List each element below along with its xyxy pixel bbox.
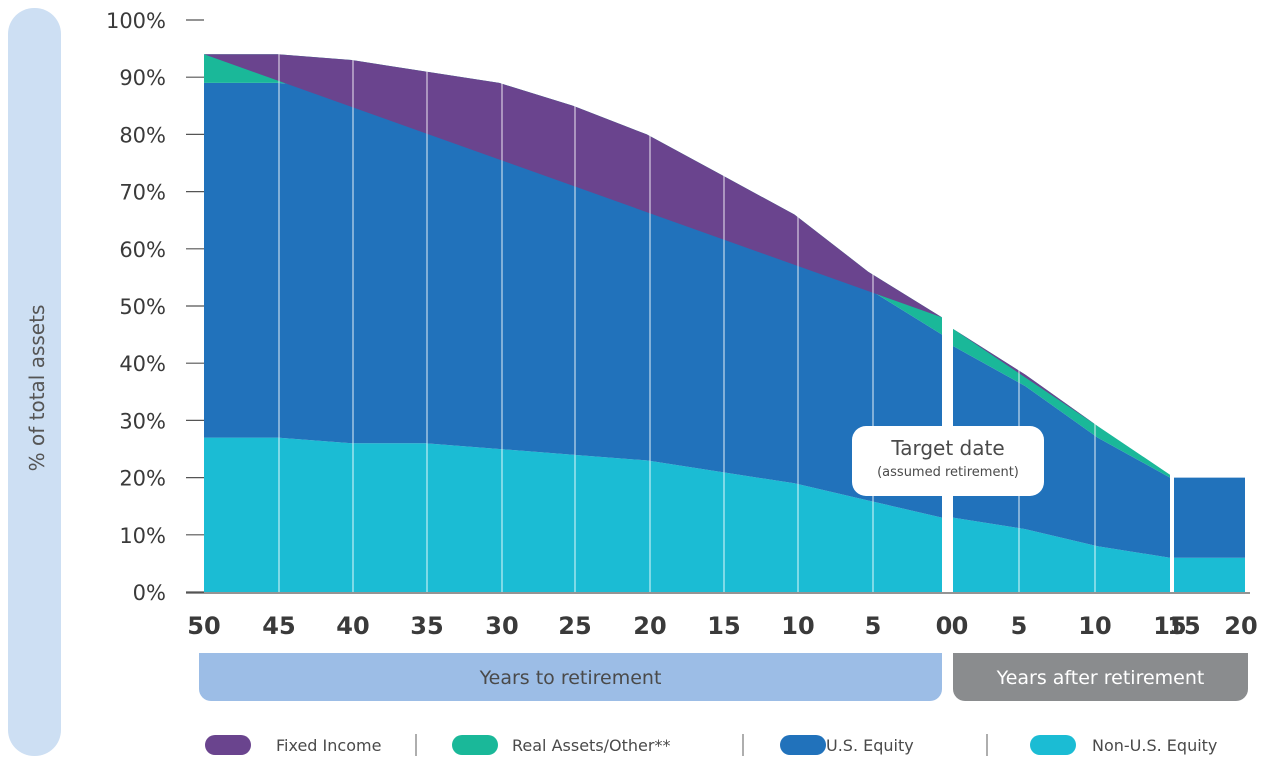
legend-label-fixed-income: Fixed Income (276, 736, 381, 755)
target-date-callout (852, 426, 1044, 496)
y-tick-label-4: 40% (119, 352, 166, 376)
y-tick-label-3: 30% (119, 409, 166, 433)
x-tick-label-seg1-8: 10 (781, 612, 814, 640)
x-tick-label-seg2-2: 10 (1078, 612, 1111, 640)
x-tick-label-seg1-7: 15 (707, 612, 740, 640)
legend-swatch-u-s-equity (780, 735, 826, 755)
band-seg1-top (199, 653, 942, 669)
target-date-subtitle: (assumed retirement) (877, 465, 1019, 480)
area-u-s-equity-seg2 (953, 346, 1170, 558)
x-tick-label-seg1-1: 45 (262, 612, 295, 640)
y-tick-label-5: 50% (119, 295, 166, 319)
x-tick-label-seg1-5: 25 (558, 612, 591, 640)
plot-area (204, 20, 1245, 592)
y-tick-label-0: 0% (133, 581, 166, 605)
legend-swatch-real-assets-other (452, 735, 498, 755)
ylabel-band (8, 8, 61, 756)
area-fixed-income-seg3 (1174, 20, 1245, 478)
x-tick-label-seg2-0: 0 (952, 612, 969, 640)
x-tick-label-seg2-3: 15 (1153, 612, 1186, 640)
area-real-assets-other-seg2 (953, 328, 1170, 478)
x-tick-label-seg3-0: 15 (1167, 612, 1200, 640)
area-non-u-s-equity-seg2 (953, 517, 1170, 592)
legend-swatch-non-u-s-equity (1030, 735, 1076, 755)
y-tick-label-8: 80% (119, 123, 166, 147)
x-tick-label-seg1-3: 35 (410, 612, 443, 640)
y-tick-label-7: 70% (119, 181, 166, 205)
y-tick-label-2: 20% (119, 467, 166, 491)
x-tick-label-seg2-1: 5 (1011, 612, 1028, 640)
area-u-s-equity-seg1 (204, 82, 942, 518)
band-label-seg2: Years after retirement (996, 667, 1205, 689)
area-non-u-s-equity-seg3 (1174, 557, 1245, 592)
y-axis-title: % of total assets (25, 305, 49, 472)
target-date-title: Target date (890, 436, 1004, 460)
legend-swatch-fixed-income (205, 735, 251, 755)
legend-label-non-u-s-equity: Non-U.S. Equity (1092, 736, 1217, 755)
x-tick-label-seg1-4: 30 (485, 612, 518, 640)
x-tick-label-seg1-6: 20 (633, 612, 666, 640)
legend-label-u-s-equity: U.S. Equity (826, 736, 914, 755)
y-tick-label-9: 90% (119, 66, 166, 90)
y-tick-label-6: 60% (119, 238, 166, 262)
area-u-s-equity-seg3 (1174, 477, 1245, 558)
legend-label-real-assets-other: Real Assets/Other** (512, 736, 670, 755)
x-tick-label-seg1-10: 0 (936, 612, 953, 640)
x-tick-label-seg1-2: 40 (336, 612, 369, 640)
area-fixed-income-seg1 (204, 20, 942, 318)
y-tick-label-10: 100% (106, 9, 166, 33)
band-seg2-top (953, 653, 1248, 669)
area-non-u-s-equity-seg1 (204, 437, 942, 592)
x-tick-label-seg1-9: 5 (865, 612, 882, 640)
band-label-seg1: Years to retirement (479, 667, 662, 689)
x-tick-label-seg3-1: 20 (1224, 612, 1257, 640)
y-tick-label-1: 10% (119, 524, 166, 548)
x-tick-label-seg1-0: 50 (187, 612, 220, 640)
